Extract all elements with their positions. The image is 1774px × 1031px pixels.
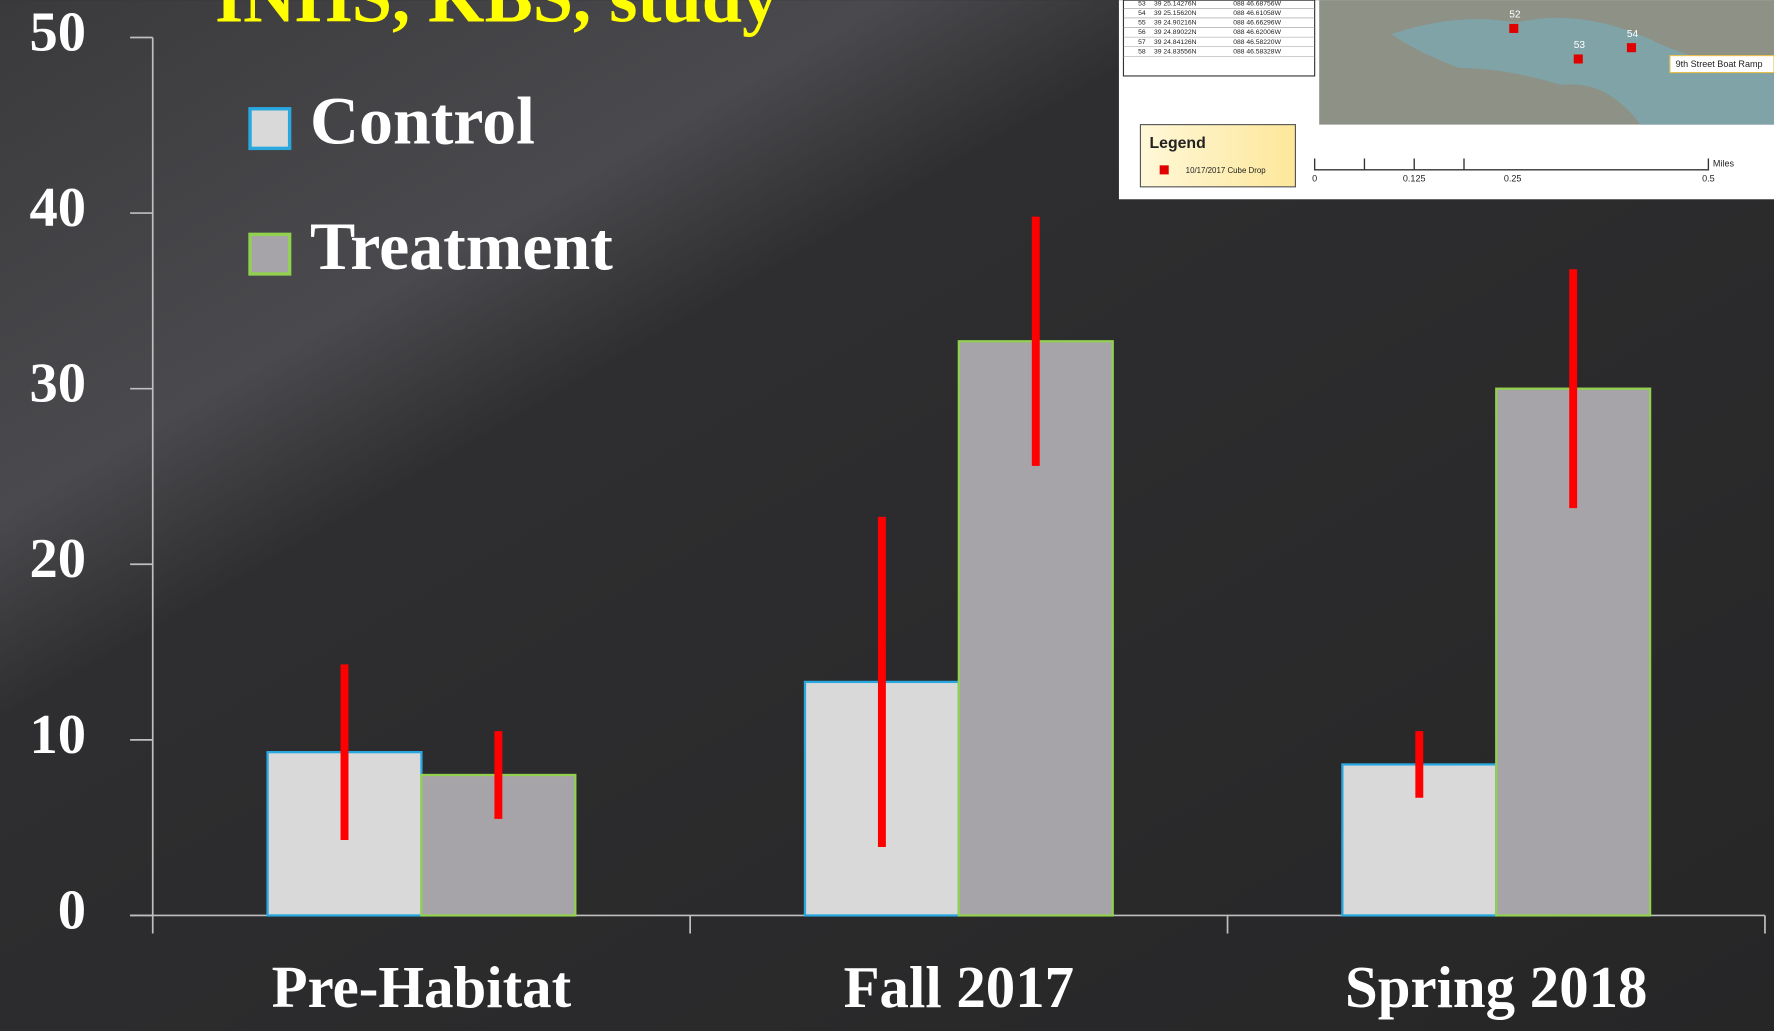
site-label: 52 [1509, 10, 1521, 21]
table-cell: 55 [1138, 20, 1146, 27]
legend-label: Control [310, 84, 535, 159]
site-marker [1626, 43, 1636, 53]
y-tick-label: 10 [29, 704, 86, 766]
table-cell: 39 25.14276N [1154, 0, 1197, 7]
table-cell: 088 46.58328W [1233, 48, 1281, 55]
y-tick-label: 50 [29, 1, 86, 63]
x-tick-label: Spring 2018 [1345, 955, 1647, 1020]
table-cell: 088 46.61058W [1233, 10, 1281, 17]
table-cell: 39 24.90216N [1154, 20, 1197, 27]
table-cell: 56 [1138, 29, 1146, 36]
table-cell: 39 25.15620N [1154, 10, 1197, 17]
table-cell: 088 46.62006W [1233, 29, 1281, 36]
scale-label: 0.5 [1702, 173, 1715, 183]
y-tick-label: 0 [58, 879, 86, 941]
x-tick-label: Pre-Habitat [272, 955, 572, 1020]
table-cell: 54 [1138, 10, 1146, 17]
table-cell: 088 46.68756W [1233, 0, 1281, 7]
table-cell: 088 46.66296W [1233, 20, 1281, 27]
table-cell: 39 24.83556N [1154, 48, 1197, 55]
lake [1391, 17, 1774, 125]
y-tick-label: 30 [29, 353, 86, 415]
legend-title: Legend [1149, 135, 1205, 152]
coord-table [1122, 0, 1316, 77]
map-inset: 53 39 25.14276N 088 46.68756W 54 39 25.15620… [1118, 0, 1774, 200]
table-cell: 088 46.58220W [1233, 39, 1281, 46]
site-marker [1573, 54, 1583, 64]
legend-marker [1159, 165, 1169, 175]
y-tick-label: 40 [29, 177, 86, 239]
table-cell: 39 24.89022N [1154, 29, 1197, 36]
scale-label: 0 [1312, 173, 1317, 183]
x-tick-label: Fall 2017 [844, 955, 1074, 1020]
scale-label: 0.125 [1403, 173, 1426, 183]
inset-legend [1139, 124, 1296, 188]
y-tick-label: 20 [29, 528, 86, 590]
place-box [1669, 55, 1774, 74]
site-label: 54 [1627, 29, 1639, 40]
site-label: 53 [1574, 40, 1586, 51]
table-cell: 39 24.84126N [1154, 39, 1197, 46]
scale-bar [1313, 158, 1710, 171]
scale-unit: Miles [1713, 159, 1735, 169]
scale-label: 0.25 [1504, 173, 1522, 183]
legend-label: Treatment [310, 209, 613, 284]
legend-item: 10/17/2017 Cube Drop [1186, 166, 1267, 175]
chart-title: INHS, KBS, study [215, 0, 778, 37]
table-cell: 58 [1138, 48, 1146, 55]
legend-swatch [248, 232, 292, 276]
place-label: 9th Street Boat Ramp [1676, 59, 1763, 69]
table-cell: 53 [1138, 0, 1146, 7]
site-marker [1509, 23, 1519, 33]
table-cell: 57 [1138, 39, 1146, 46]
legend-swatch [248, 107, 292, 151]
